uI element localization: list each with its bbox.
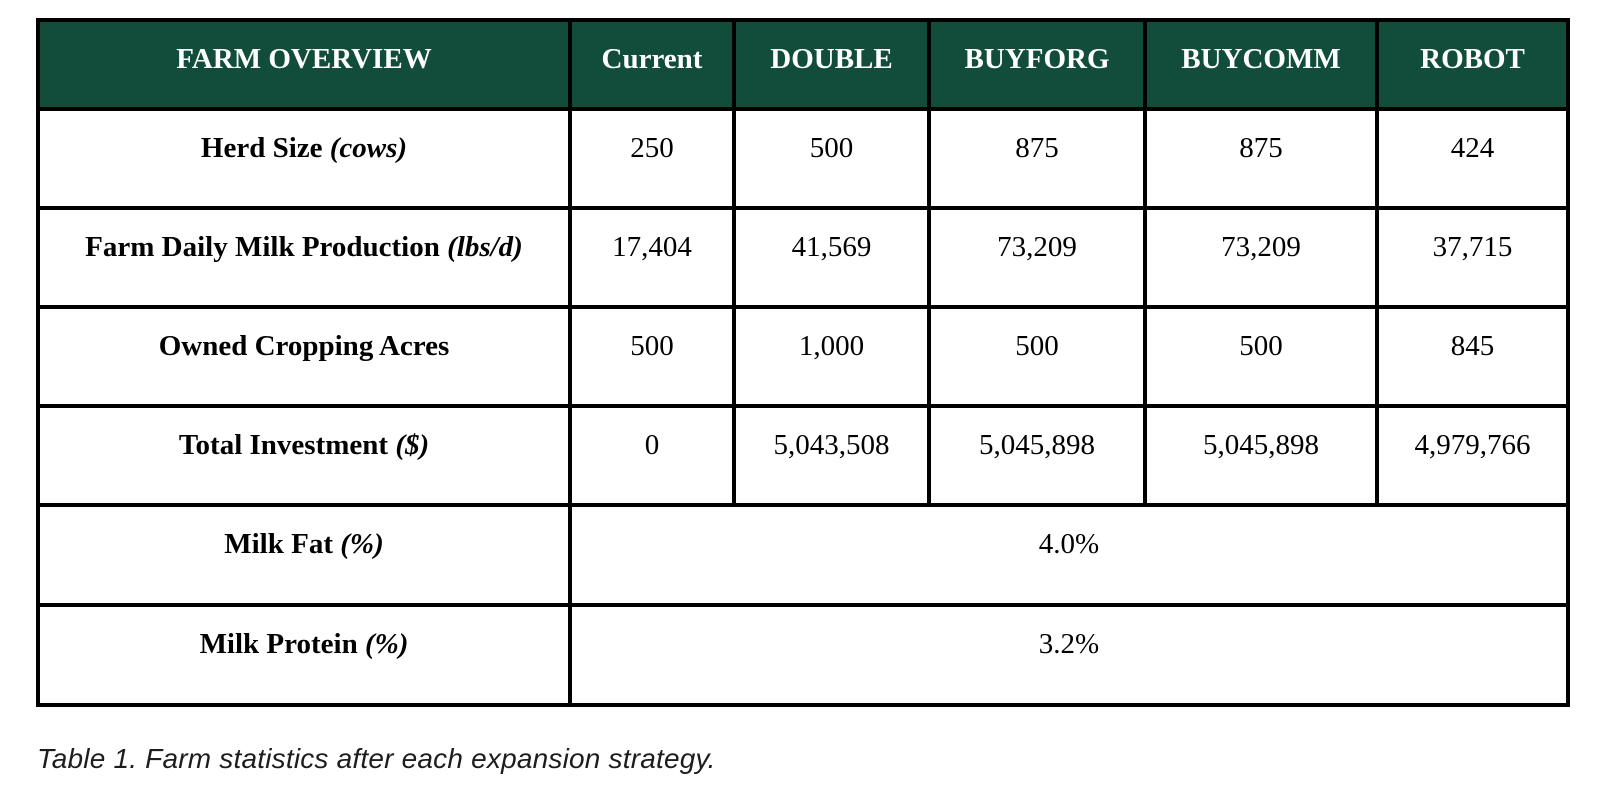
row-unit-text: (lbs/d): [447, 231, 523, 263]
cell-invest-buyforg: 5,045,898: [927, 404, 1147, 507]
cell-acres-buyforg: 500: [927, 305, 1147, 408]
cell-milkprod-buycomm: 73,209: [1143, 206, 1379, 309]
cell-herd-buyforg: 875: [927, 107, 1147, 210]
table-caption: Table 1. Farm statistics after each expa…: [37, 743, 716, 774]
cell-herd-buycomm: 875: [1143, 107, 1379, 210]
row-unit-text: ($): [395, 429, 430, 461]
header-double: DOUBLE: [732, 18, 931, 111]
row-unit-text: (%): [364, 628, 409, 660]
row-label-herd-size: Herd Size (cows): [36, 107, 572, 210]
table-row-milk-protein: Milk Protein (%) 3.2%: [36, 603, 1570, 707]
cell-acres-double: 1,000: [732, 305, 931, 408]
row-label-milk-fat: Milk Fat (%): [36, 503, 572, 607]
row-label-text: Herd Size: [200, 132, 323, 164]
cell-milkprod-current: 17,404: [568, 206, 736, 309]
row-label-text: Owned Cropping Acres: [158, 330, 450, 362]
cell-milk-protein-value: 3.2%: [568, 603, 1570, 707]
header-current: Current: [568, 18, 736, 111]
cell-acres-buycomm: 500: [1143, 305, 1379, 408]
table-row-cropping-acres: Owned Cropping Acres 500 1,000 500 500 8…: [36, 305, 1570, 408]
table-row-herd-size: Herd Size (cows) 250 500 875 875 424: [36, 107, 1570, 210]
cell-milkprod-robot: 37,715: [1375, 206, 1570, 309]
cell-milk-fat-value: 4.0%: [568, 503, 1570, 607]
cell-invest-current: 0: [568, 404, 736, 507]
table-row-milk-production: Farm Daily Milk Production (lbs/d) 17,40…: [36, 206, 1570, 309]
row-label-text: Total Investment: [178, 429, 389, 461]
row-label-text: Farm Daily Milk Production: [85, 231, 440, 263]
row-label-cropping-acres: Owned Cropping Acres: [36, 305, 572, 408]
row-label-text: Milk Protein: [199, 628, 358, 660]
cell-milkprod-buyforg: 73,209: [927, 206, 1147, 309]
row-label-total-investment: Total Investment ($): [36, 404, 572, 507]
cell-invest-buycomm: 5,045,898: [1143, 404, 1379, 507]
farm-overview-table: FARM OVERVIEW Current DOUBLE BUYFORG BUY…: [36, 18, 1570, 707]
cell-herd-current: 250: [568, 107, 736, 210]
cell-herd-double: 500: [732, 107, 931, 210]
row-label-milk-production: Farm Daily Milk Production (lbs/d): [36, 206, 572, 309]
row-label-milk-protein: Milk Protein (%): [36, 603, 572, 707]
table-row-total-investment: Total Investment ($) 0 5,043,508 5,045,8…: [36, 404, 1570, 507]
table-row-milk-fat: Milk Fat (%) 4.0%: [36, 503, 1570, 607]
header-robot: ROBOT: [1375, 18, 1570, 111]
cell-invest-robot: 4,979,766: [1375, 404, 1570, 507]
header-buycomm: BUYCOMM: [1143, 18, 1379, 111]
header-buyforg: BUYFORG: [927, 18, 1147, 111]
header-farm-overview: FARM OVERVIEW: [36, 18, 572, 111]
cell-acres-current: 500: [568, 305, 736, 408]
cell-acres-robot: 845: [1375, 305, 1570, 408]
row-unit-text: (%): [340, 528, 384, 560]
cell-herd-robot: 424: [1375, 107, 1570, 210]
cell-milkprod-double: 41,569: [732, 206, 931, 309]
row-unit-text: (cows): [329, 132, 408, 164]
row-label-text: Milk Fat: [224, 528, 333, 560]
table-header-row: FARM OVERVIEW Current DOUBLE BUYFORG BUY…: [36, 18, 1570, 111]
cell-invest-double: 5,043,508: [732, 404, 931, 507]
